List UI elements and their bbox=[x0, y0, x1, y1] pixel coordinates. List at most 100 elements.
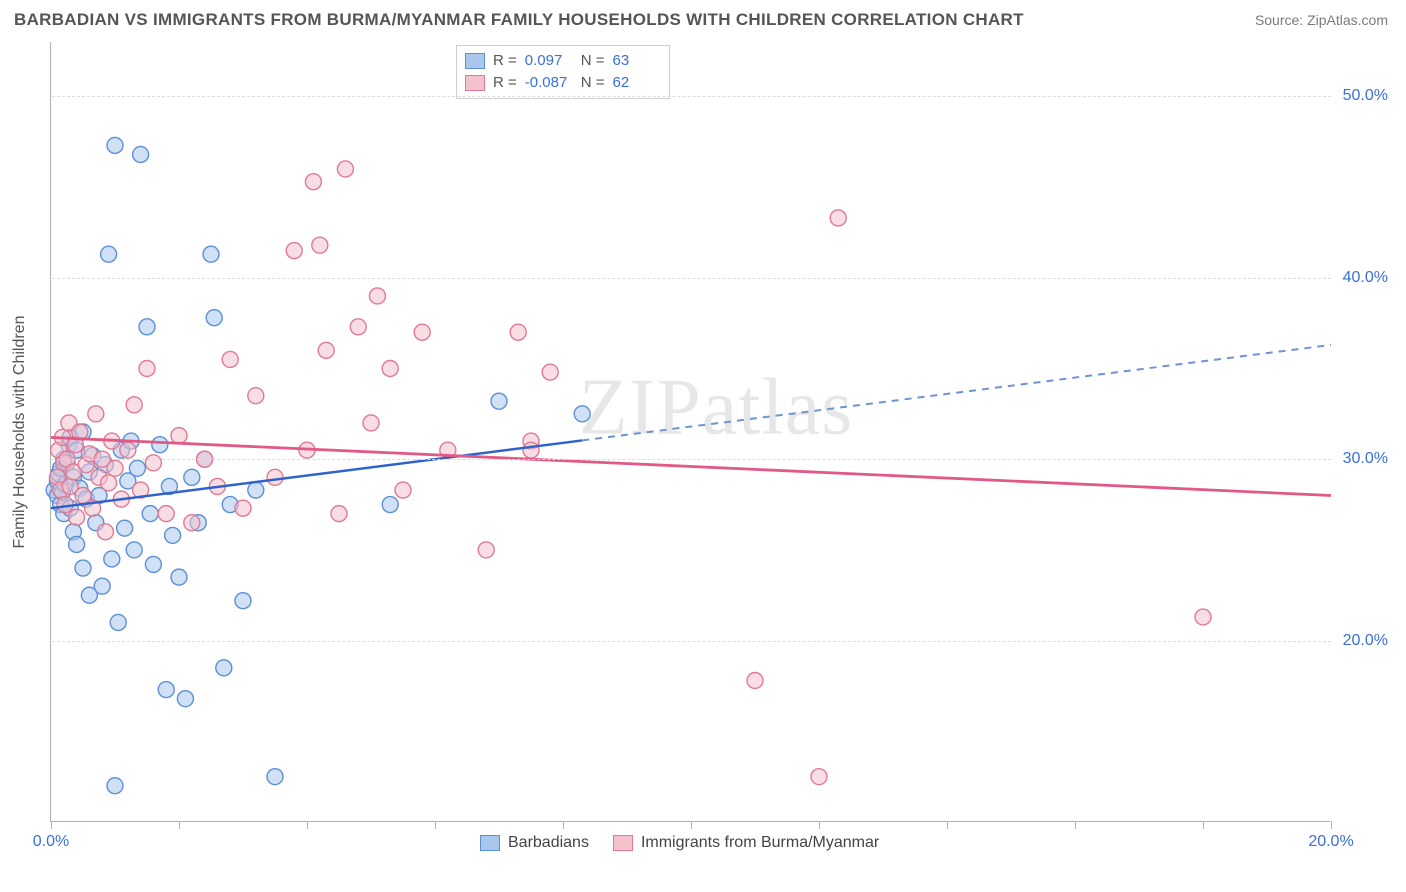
x-tick bbox=[307, 821, 308, 829]
data-point bbox=[523, 442, 539, 458]
data-point bbox=[478, 542, 494, 558]
data-point bbox=[491, 393, 507, 409]
series-legend: Barbadians Immigrants from Burma/Myanmar bbox=[480, 834, 879, 852]
x-tick bbox=[1075, 821, 1076, 829]
data-point bbox=[133, 146, 149, 162]
data-point bbox=[206, 310, 222, 326]
x-tick-label: 20.0% bbox=[1308, 833, 1353, 851]
y-axis-title: Family Households with Children bbox=[11, 316, 29, 549]
data-point bbox=[369, 288, 385, 304]
data-point bbox=[158, 506, 174, 522]
data-point bbox=[312, 237, 328, 253]
legend-row-0: R = 0.097 N = 63 bbox=[465, 50, 661, 72]
data-point bbox=[382, 497, 398, 513]
data-point bbox=[107, 778, 123, 794]
data-point bbox=[184, 469, 200, 485]
data-point bbox=[126, 542, 142, 558]
data-point bbox=[216, 660, 232, 676]
data-point bbox=[318, 342, 334, 358]
data-point bbox=[101, 246, 117, 262]
data-point bbox=[248, 482, 264, 498]
data-point bbox=[267, 769, 283, 785]
data-point bbox=[88, 406, 104, 422]
data-point bbox=[97, 524, 113, 540]
y-tick-label: 40.0% bbox=[1343, 269, 1388, 287]
data-point bbox=[139, 361, 155, 377]
gridline bbox=[52, 641, 1331, 642]
data-point bbox=[171, 428, 187, 444]
data-point bbox=[126, 397, 142, 413]
n-value-0: 63 bbox=[613, 50, 661, 72]
data-point bbox=[69, 536, 85, 552]
x-tick bbox=[51, 821, 52, 829]
data-point bbox=[110, 614, 126, 630]
data-point bbox=[331, 506, 347, 522]
data-point bbox=[145, 455, 161, 471]
data-point bbox=[101, 475, 117, 491]
gridline bbox=[52, 96, 1331, 97]
data-point bbox=[235, 500, 251, 516]
data-point bbox=[203, 246, 219, 262]
series-name-1: Immigrants from Burma/Myanmar bbox=[641, 834, 879, 852]
x-tick bbox=[1203, 821, 1204, 829]
data-point bbox=[542, 364, 558, 380]
x-tick bbox=[179, 821, 180, 829]
data-point bbox=[139, 319, 155, 335]
data-point bbox=[222, 351, 238, 367]
r-value-0: 0.097 bbox=[525, 50, 573, 72]
chart-title: BARBADIAN VS IMMIGRANTS FROM BURMA/MYANM… bbox=[14, 10, 1024, 30]
x-tick bbox=[563, 821, 564, 829]
plot-container: Family Households with Children ZIPatlas… bbox=[50, 42, 1390, 822]
plot-svg bbox=[51, 42, 1331, 822]
y-tick-label: 30.0% bbox=[1343, 450, 1388, 468]
swatch-b0 bbox=[480, 835, 500, 851]
data-point bbox=[158, 682, 174, 698]
data-point bbox=[171, 569, 187, 585]
data-point bbox=[145, 556, 161, 572]
correlation-legend: R = 0.097 N = 63 R = -0.087 N = 62 bbox=[456, 45, 670, 99]
trend-line-dashed bbox=[582, 345, 1331, 441]
source-label: Source: ZipAtlas.com bbox=[1255, 12, 1388, 28]
series-name-0: Barbadians bbox=[508, 834, 589, 852]
data-point bbox=[574, 406, 590, 422]
x-tick bbox=[435, 821, 436, 829]
data-point bbox=[350, 319, 366, 335]
data-point bbox=[286, 243, 302, 259]
data-point bbox=[104, 551, 120, 567]
legend-item-1: Immigrants from Burma/Myanmar bbox=[613, 834, 879, 852]
data-point bbox=[107, 460, 123, 476]
data-point bbox=[129, 460, 145, 476]
data-point bbox=[235, 593, 251, 609]
plot-area: ZIPatlas R = 0.097 N = 63 R = -0.087 N =… bbox=[50, 42, 1330, 822]
legend-row-1: R = -0.087 N = 62 bbox=[465, 72, 661, 94]
data-point bbox=[107, 137, 123, 153]
data-point bbox=[142, 506, 158, 522]
data-point bbox=[94, 578, 110, 594]
x-tick bbox=[691, 821, 692, 829]
x-tick bbox=[1331, 821, 1332, 829]
data-point bbox=[811, 769, 827, 785]
data-point bbox=[1195, 609, 1211, 625]
legend-item-0: Barbadians bbox=[480, 834, 589, 852]
data-point bbox=[337, 161, 353, 177]
data-point bbox=[747, 673, 763, 689]
swatch-1 bbox=[465, 75, 485, 91]
data-point bbox=[69, 509, 85, 525]
data-point bbox=[248, 388, 264, 404]
data-point bbox=[414, 324, 430, 340]
data-point bbox=[830, 210, 846, 226]
data-point bbox=[117, 520, 133, 536]
data-point bbox=[382, 361, 398, 377]
data-point bbox=[510, 324, 526, 340]
data-point bbox=[267, 469, 283, 485]
x-tick bbox=[819, 821, 820, 829]
gridline bbox=[52, 278, 1331, 279]
y-tick-label: 20.0% bbox=[1343, 632, 1388, 650]
gridline bbox=[52, 459, 1331, 460]
n-value-1: 62 bbox=[613, 72, 661, 94]
y-tick-label: 50.0% bbox=[1343, 87, 1388, 105]
data-point bbox=[305, 174, 321, 190]
data-point bbox=[363, 415, 379, 431]
data-point bbox=[177, 691, 193, 707]
r-value-1: -0.087 bbox=[525, 72, 573, 94]
